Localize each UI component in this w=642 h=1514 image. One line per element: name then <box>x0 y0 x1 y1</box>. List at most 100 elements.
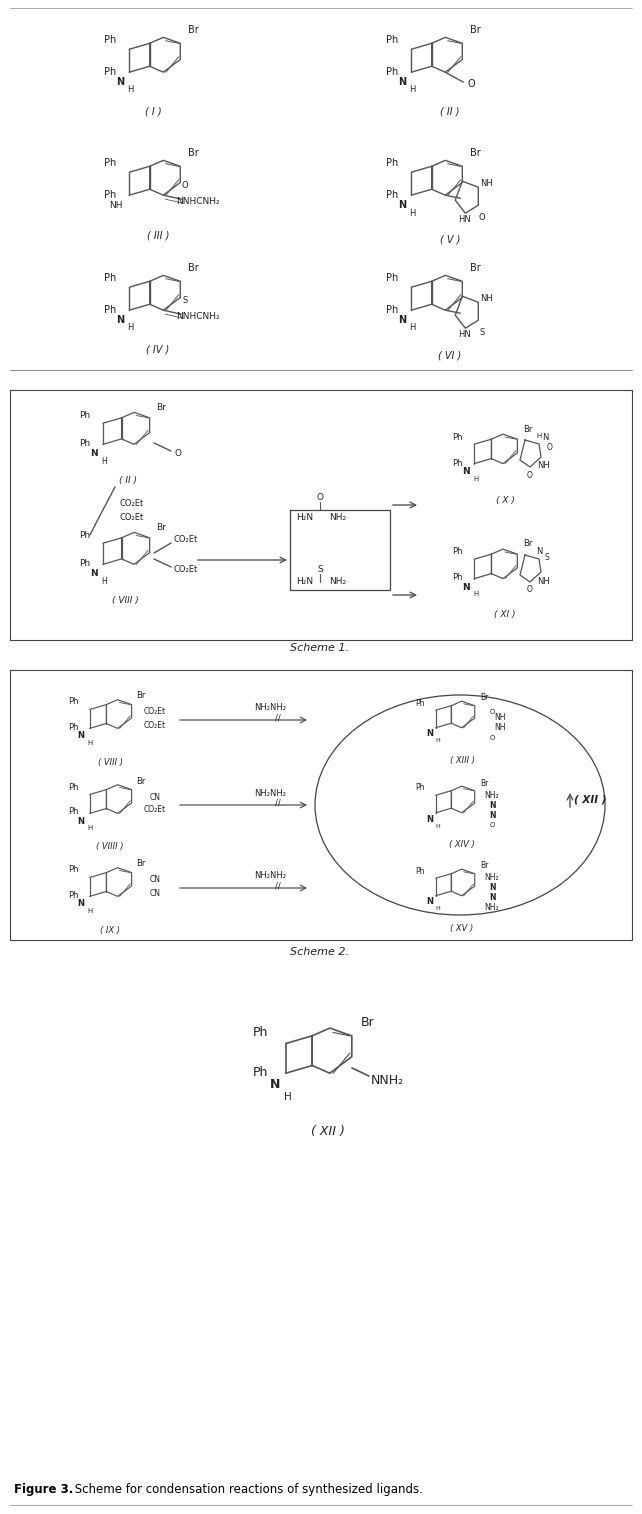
Text: CO₂Et: CO₂Et <box>144 805 166 815</box>
Text: N: N <box>398 200 406 210</box>
Text: ( XIII ): ( XIII ) <box>449 755 474 765</box>
Text: CN: CN <box>150 889 160 898</box>
Text: Ph: Ph <box>386 67 398 77</box>
Text: CO₂Et: CO₂Et <box>144 707 166 716</box>
Text: NH: NH <box>537 462 550 471</box>
Text: ( I ): ( I ) <box>144 107 161 117</box>
Text: ( IX ): ( IX ) <box>100 925 120 934</box>
Text: NH: NH <box>480 294 492 303</box>
Text: NH₂: NH₂ <box>485 790 499 799</box>
Text: Ph: Ph <box>68 807 78 816</box>
Text: H: H <box>101 457 107 465</box>
Text: Br: Br <box>470 148 480 157</box>
Text: NH₂: NH₂ <box>329 577 347 586</box>
Text: N: N <box>398 77 406 86</box>
Text: Ph: Ph <box>104 35 116 45</box>
Text: CN: CN <box>150 792 160 801</box>
Text: N: N <box>90 448 98 457</box>
Text: CO₂Et: CO₂Et <box>120 498 144 507</box>
Text: ( III ): ( III ) <box>147 230 169 241</box>
Text: Ph: Ph <box>104 67 116 77</box>
Text: N: N <box>462 583 470 592</box>
Text: H₂N: H₂N <box>297 577 313 586</box>
Text: N: N <box>542 433 548 442</box>
Text: N: N <box>90 568 98 577</box>
Text: Ph: Ph <box>68 783 78 792</box>
Text: NNH₂: NNH₂ <box>370 1073 404 1087</box>
Text: O: O <box>527 586 533 595</box>
Text: H: H <box>87 740 92 746</box>
Text: N: N <box>270 1078 280 1092</box>
Text: Br: Br <box>156 522 166 531</box>
Text: H: H <box>409 209 415 218</box>
Text: Ph: Ph <box>252 1066 268 1078</box>
Text: N: N <box>116 77 124 86</box>
Text: NH₂NH₂: NH₂NH₂ <box>254 789 286 798</box>
Text: Br: Br <box>480 861 488 871</box>
Bar <box>10 391 632 640</box>
Text: Ph: Ph <box>415 784 425 792</box>
Text: O: O <box>489 822 495 828</box>
Text: ( II ): ( II ) <box>440 107 460 117</box>
Text: Br: Br <box>470 263 480 273</box>
Text: Br: Br <box>187 263 198 273</box>
Text: Ph: Ph <box>386 157 398 168</box>
Bar <box>10 671 632 940</box>
Text: Br: Br <box>136 860 146 869</box>
Text: NH: NH <box>480 179 492 188</box>
Text: Br: Br <box>187 26 198 35</box>
Text: NH: NH <box>494 713 506 722</box>
Text: Ph: Ph <box>80 530 91 539</box>
Text: Br: Br <box>361 1016 375 1028</box>
Text: Br: Br <box>187 148 198 157</box>
Text: ( V ): ( V ) <box>440 235 460 245</box>
Text: ( XII ): ( XII ) <box>311 1125 345 1139</box>
Text: Br: Br <box>156 403 166 412</box>
Text: S: S <box>480 327 485 336</box>
Text: Ph: Ph <box>68 866 78 875</box>
Text: N: N <box>462 468 470 477</box>
Text: ( X ): ( X ) <box>496 495 514 504</box>
Text: N: N <box>426 898 433 907</box>
Text: Ph: Ph <box>452 548 462 557</box>
Text: //: // <box>275 798 281 807</box>
Text: CO₂Et: CO₂Et <box>120 513 144 521</box>
Text: Ph: Ph <box>104 273 116 283</box>
Text: Ph: Ph <box>415 866 425 875</box>
Text: Ph: Ph <box>386 189 398 200</box>
Text: Br: Br <box>480 778 488 787</box>
Text: Ph: Ph <box>386 304 398 315</box>
Text: O: O <box>547 442 553 451</box>
Text: NH₂: NH₂ <box>329 513 347 522</box>
Text: NH₂: NH₂ <box>485 874 499 883</box>
Text: O: O <box>182 180 189 189</box>
Text: N: N <box>489 810 495 819</box>
Text: N: N <box>78 816 85 825</box>
Text: Ph: Ph <box>68 722 78 731</box>
Text: Figure 3.: Figure 3. <box>14 1484 73 1496</box>
Text: H: H <box>436 907 440 911</box>
Text: Scheme 1.: Scheme 1. <box>290 643 349 653</box>
Text: NH₂NH₂: NH₂NH₂ <box>254 704 286 713</box>
Text: S: S <box>544 553 550 562</box>
Text: N: N <box>489 893 495 902</box>
Text: Ph: Ph <box>386 273 398 283</box>
Text: H: H <box>536 433 542 439</box>
Text: Scheme 2.: Scheme 2. <box>290 946 349 957</box>
Text: N: N <box>536 547 542 556</box>
Text: S: S <box>317 566 323 574</box>
Text: Ph: Ph <box>452 574 462 583</box>
Text: H: H <box>87 908 92 914</box>
Text: CO₂Et: CO₂Et <box>174 565 198 574</box>
Text: H: H <box>473 475 479 481</box>
Text: O: O <box>527 471 533 480</box>
Text: //: // <box>275 881 281 890</box>
Text: ( XII ): ( XII ) <box>574 795 606 805</box>
Text: ( VIII ): ( VIII ) <box>112 597 139 606</box>
Text: H: H <box>127 324 133 333</box>
Text: H: H <box>436 824 440 828</box>
Text: N: N <box>489 884 495 892</box>
Text: Ph: Ph <box>104 304 116 315</box>
Text: NH: NH <box>494 724 506 733</box>
Text: CN: CN <box>150 875 160 884</box>
